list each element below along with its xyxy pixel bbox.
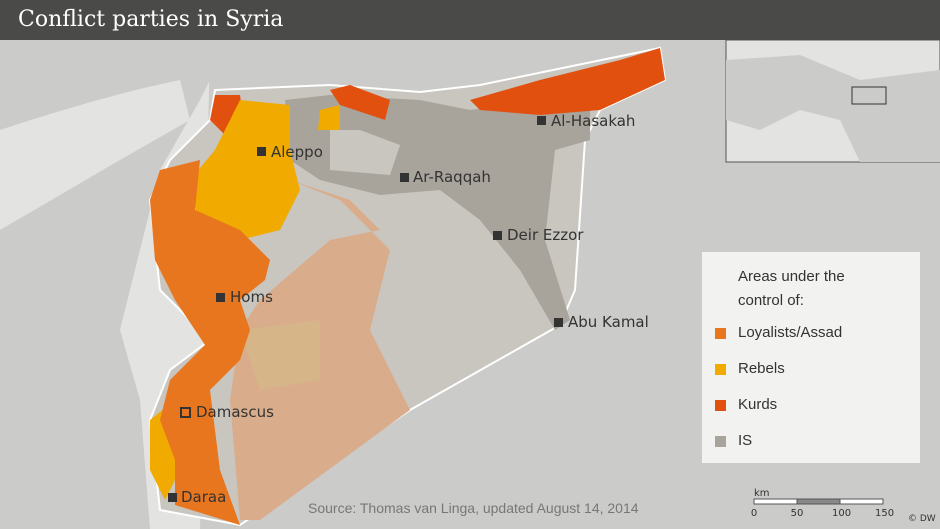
city-marker	[554, 318, 563, 327]
city-label: Ar-Raqqah	[413, 168, 491, 186]
capital-marker	[180, 407, 191, 418]
scale-segment	[839, 498, 884, 505]
city-label: Daraa	[181, 488, 227, 506]
city-marker	[216, 293, 225, 302]
legend-swatch	[715, 364, 726, 375]
city-label: Abu Kamal	[568, 313, 649, 331]
credit: © DW	[908, 514, 936, 524]
scale-bar	[753, 498, 884, 505]
city-marker	[493, 231, 502, 240]
scale-tick-label: 150	[875, 508, 895, 519]
city-label: Damascus	[196, 403, 274, 421]
header-bar	[0, 0, 940, 40]
city-marker	[400, 173, 409, 182]
legend-label: Kurds	[738, 396, 778, 413]
legend-label: IS	[738, 432, 753, 449]
legend-swatch	[715, 328, 726, 339]
city-markers	[168, 116, 563, 502]
legend-title: Areas under the control of:	[738, 268, 845, 309]
legend-swatch	[715, 400, 726, 411]
rebels-area	[150, 100, 340, 500]
legend-box	[702, 252, 920, 463]
loyalists-area	[150, 160, 270, 525]
city-label: Aleppo	[271, 143, 323, 161]
legend-swatch	[715, 436, 726, 447]
kurds-area	[210, 48, 665, 135]
city-marker	[537, 116, 546, 125]
mixed-area	[240, 320, 320, 390]
scale-segment	[753, 498, 798, 505]
scale-tick-label: 100	[832, 508, 852, 519]
city-marker	[168, 493, 177, 502]
is-area	[285, 95, 590, 330]
city-label: Al-Hasakah	[551, 112, 636, 130]
inset-land	[726, 55, 940, 162]
scale-unit: km	[754, 488, 770, 499]
scale-segment	[796, 498, 841, 505]
legend-label: Rebels	[738, 360, 785, 377]
scale-tick-label: 50	[790, 508, 804, 519]
title: Conflict parties in Syria	[18, 7, 284, 32]
legend-label: Loyalists/Assad	[738, 324, 843, 341]
source: Source: Thomas van Linga, updated August…	[308, 500, 639, 516]
sea	[0, 80, 190, 230]
city-marker	[257, 147, 266, 156]
scale-tick-label: 0	[750, 508, 758, 519]
city-label: Deir Ezzor	[507, 226, 584, 244]
inset-frame	[851, 86, 887, 105]
city-label: Homs	[230, 288, 273, 306]
